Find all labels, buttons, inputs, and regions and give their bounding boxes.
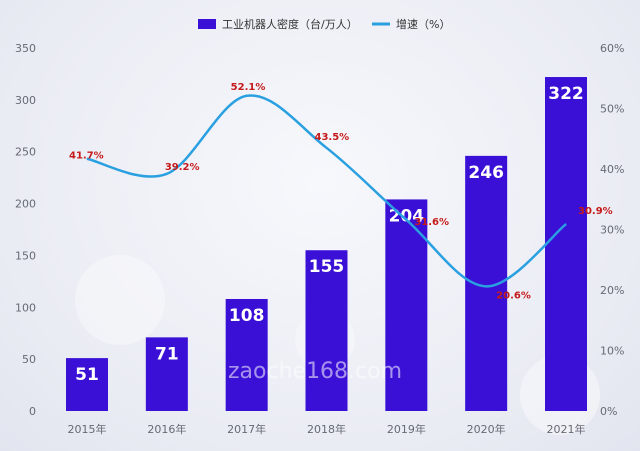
bar — [145, 337, 188, 411]
line-point — [405, 219, 407, 221]
line-value-label: 52.1% — [231, 82, 266, 93]
legend-line-label: 增速（%） — [396, 17, 450, 31]
bar — [305, 250, 348, 411]
left-tick-label: 100 — [15, 301, 36, 314]
watermark: zaoche168.com — [228, 359, 402, 384]
bar-value-label: 246 — [468, 163, 504, 183]
line-value-label: 30.9% — [578, 206, 613, 217]
line-value-label: 43.5% — [315, 132, 350, 143]
right-tick-label: 0% — [600, 405, 617, 418]
left-tick-label: 350 — [15, 42, 36, 55]
x-tick-label: 2020年 — [467, 422, 506, 436]
x-tick-label: 2015年 — [68, 422, 107, 436]
left-tick-label: 200 — [15, 198, 36, 211]
x-tick-label: 2021年 — [547, 422, 586, 436]
line-value-label: 39.2% — [165, 162, 200, 173]
line-value-label: 31.6% — [414, 217, 449, 228]
line-point — [246, 95, 248, 97]
right-tick-label: 10% — [600, 345, 624, 358]
bar-value-label: 71 — [155, 344, 179, 364]
bar-value-label: 155 — [309, 257, 345, 277]
bar — [545, 77, 587, 411]
line-point — [166, 173, 168, 175]
left-tick-label: 50 — [22, 353, 36, 366]
x-tick-label: 2018年 — [307, 422, 346, 436]
line-point — [565, 223, 567, 225]
right-tick-label: 60% — [600, 42, 624, 55]
right-tick-label: 50% — [600, 103, 624, 116]
left-tick-label: 150 — [15, 249, 36, 262]
bar-value-label: 108 — [229, 306, 265, 326]
line-value-label: 20.6% — [496, 290, 531, 301]
bar — [225, 298, 268, 411]
x-tick-label: 2016年 — [147, 422, 186, 436]
left-tick-label: 0 — [29, 405, 36, 418]
x-tick-label: 2019年 — [387, 422, 426, 436]
legend-bar-swatch — [198, 19, 216, 29]
x-tick-label: 2017年 — [227, 422, 266, 436]
line-point — [326, 147, 327, 149]
bar — [66, 358, 108, 411]
legend: 工业机器人密度（台/万人） 增速（%） — [198, 17, 450, 31]
line-series: 41.7% 39.2% 52.1% 43.5% 31.6% 20.6% 30.9% — [69, 82, 613, 302]
left-axis: 0 50 100 150 200 250 300 350 — [15, 42, 36, 418]
left-tick-label: 300 — [15, 94, 36, 107]
line-value-label: 41.7% — [69, 151, 104, 162]
right-axis: 0% 10% 20% 30% 40% 50% 60% — [600, 42, 624, 418]
right-tick-label: 20% — [600, 284, 624, 297]
line-point — [485, 285, 487, 287]
line-point — [86, 158, 88, 160]
right-tick-label: 30% — [600, 224, 624, 237]
left-tick-label: 250 — [15, 146, 36, 159]
legend-bar-label: 工业机器人密度（台/万人） — [222, 17, 358, 31]
right-tick-label: 40% — [600, 163, 624, 176]
bar-value-label: 51 — [75, 365, 99, 385]
x-axis: 2015年 2016年 2017年 2018年 2019年 2020年 2021年 — [68, 422, 586, 436]
bar-value-label: 322 — [548, 84, 584, 104]
